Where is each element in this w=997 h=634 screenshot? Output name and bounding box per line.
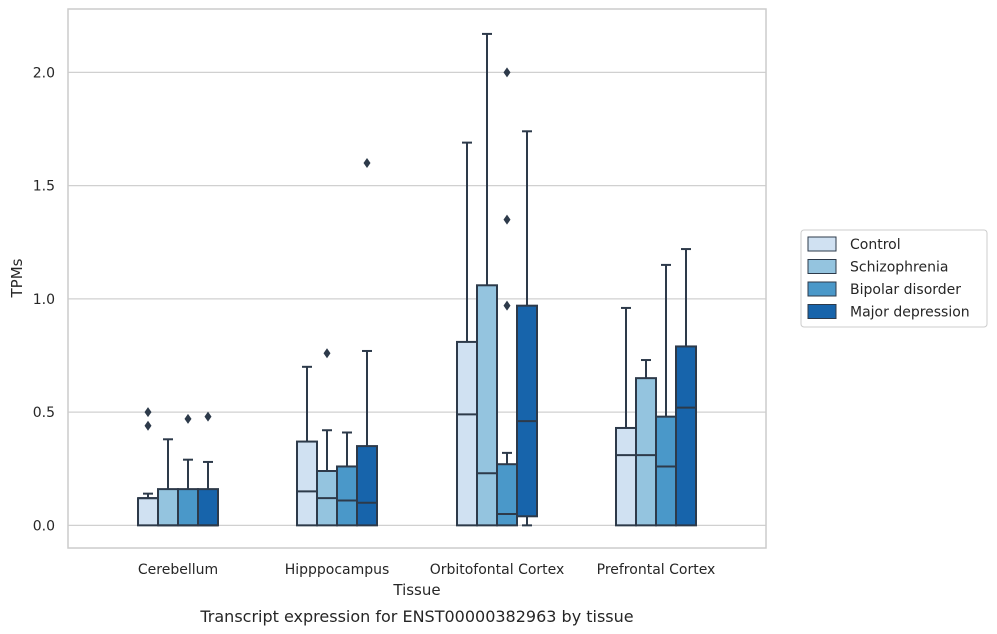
outlier-point: [503, 214, 511, 225]
legend-label: Schizophrenia: [850, 260, 948, 276]
y-tick-label: 2.0: [33, 65, 55, 81]
box-body: [675, 345, 697, 527]
x-tick-label: Hipppocampus: [285, 562, 390, 578]
box-body: [177, 488, 199, 527]
box-body: [157, 488, 179, 527]
box-0-3: [197, 411, 219, 527]
legend-swatch: [807, 304, 837, 319]
box-2-0: [456, 141, 478, 527]
legend: Control Schizophrenia Bipolar disorder Majo…: [800, 229, 988, 328]
x-axis-label: Tissue: [392, 581, 440, 599]
box-body: [137, 497, 159, 527]
box-body: [655, 415, 677, 527]
box-0-0: [137, 407, 159, 527]
x-tick-label: Orbitofontal Cortex: [430, 562, 565, 578]
outlier-point: [503, 67, 511, 78]
x-tick-label: Cerebellum: [138, 562, 218, 578]
outlier-point: [144, 420, 152, 431]
box-groups: [137, 32, 697, 527]
box-1-2: [336, 431, 358, 527]
outlier-point: [204, 411, 212, 422]
chart-caption: Transcript expression for ENST0000038296…: [199, 607, 633, 626]
legend-label: Major depression: [850, 305, 970, 321]
outlier-point: [144, 407, 152, 418]
outlier-point: [184, 413, 192, 424]
y-axis-label: TPMs: [8, 258, 26, 298]
plot-frame: [67, 8, 767, 549]
box-body: [496, 463, 518, 527]
box-body: [516, 304, 538, 518]
y-tick-label: 0.5: [33, 405, 55, 421]
legend-swatch: [807, 236, 837, 252]
box-body: [356, 445, 378, 527]
box-1-3: [356, 158, 378, 527]
outlier-point: [363, 158, 371, 168]
x-tick-labels: Cerebellum Hipppocampus Orbitofontal Corte…: [138, 562, 715, 578]
box-body: [197, 488, 219, 527]
legend-frame: [800, 229, 988, 328]
box-body: [635, 377, 657, 527]
box-2-2: [496, 67, 518, 527]
box-body: [456, 340, 478, 527]
y-tick-labels: 0.0 0.5 1.0 1.5 2.0: [33, 65, 55, 534]
y-tick-label: 1.0: [33, 292, 55, 308]
box-3-3: [675, 248, 697, 527]
box-body: [476, 284, 498, 527]
outlier-point: [323, 348, 331, 359]
box-2-3: [516, 130, 538, 527]
legend-swatch: [807, 281, 837, 297]
legend-label: Bipolar disorder: [850, 282, 961, 298]
x-tick-label: Prefrontal Cortex: [597, 562, 716, 578]
outlier-point: [503, 300, 511, 311]
box-2-1: [476, 32, 498, 527]
box-3-1: [635, 359, 657, 527]
y-tick-label: 0.0: [33, 518, 55, 534]
box-body: [615, 426, 637, 527]
legend-swatch: [807, 259, 837, 274]
legend-label: Control: [850, 237, 901, 253]
box-body: [336, 465, 358, 527]
box-0-2: [177, 413, 199, 527]
box-body: [296, 440, 318, 527]
y-tick-label: 1.5: [33, 179, 55, 195]
